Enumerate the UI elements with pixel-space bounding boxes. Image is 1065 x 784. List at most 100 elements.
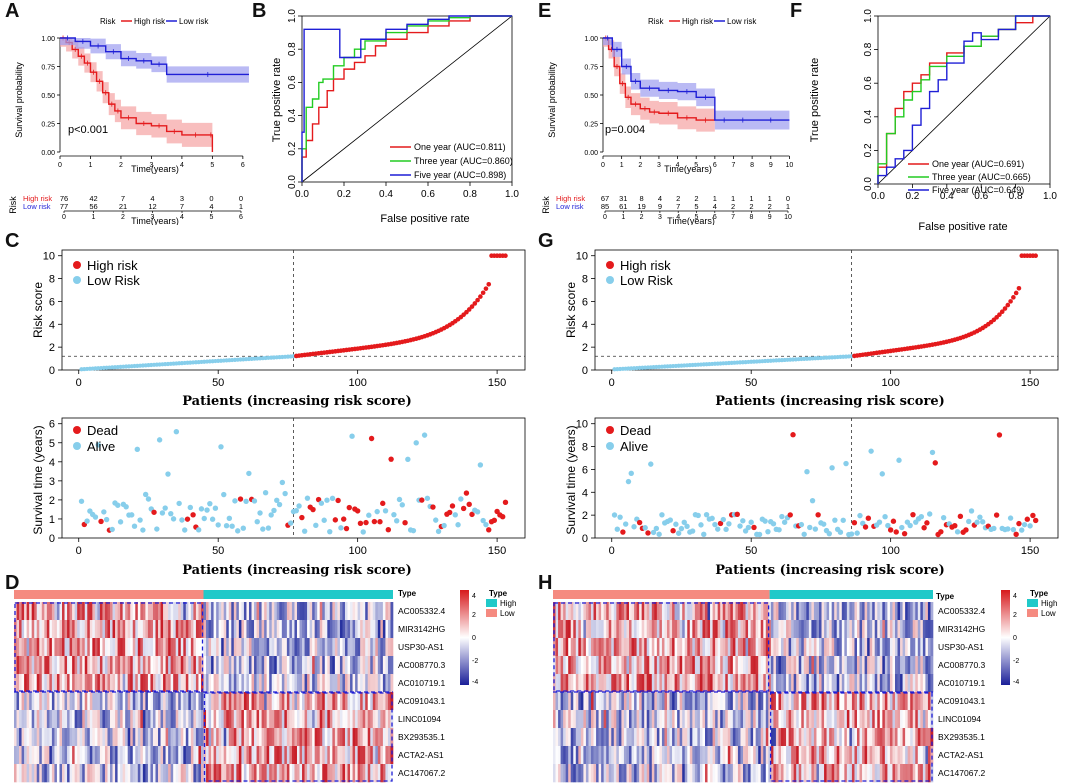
- heatmap-cell: [730, 728, 734, 747]
- heatmap-cell: [679, 638, 683, 657]
- heatmap-cell: [684, 728, 688, 747]
- heatmap-cell: [846, 620, 850, 639]
- heatmap-cell: [915, 746, 919, 765]
- scale-minus4: -4: [1013, 679, 1019, 686]
- heatmap-cell: [370, 710, 374, 729]
- heatmap-cell: [160, 764, 164, 783]
- heatmap-cell: [390, 674, 394, 693]
- heatmap-cell: [168, 746, 171, 765]
- heatmap-cell: [588, 764, 592, 783]
- heatmap-cell: [312, 746, 315, 765]
- heatmap-cell: [588, 602, 592, 621]
- heatmap-cell: [895, 728, 898, 747]
- heatmap-cell: [667, 638, 670, 657]
- gene-label: AC147067.2: [398, 768, 446, 778]
- heatmap-cell: [117, 602, 121, 621]
- heatmap-cell: [585, 674, 589, 693]
- heatmap-cell: [869, 656, 873, 675]
- heatmap-cell: [641, 746, 645, 765]
- heatmap-cell: [879, 746, 883, 765]
- km-confidence-band-high: [603, 38, 715, 132]
- heatmap-cell: [41, 638, 45, 657]
- heatmap-cell: [62, 710, 65, 729]
- heatmap-cell: [259, 638, 262, 657]
- heatmap-cell: [46, 602, 50, 621]
- heatmap-cell: [74, 638, 78, 657]
- heatmap-cell: [44, 692, 48, 711]
- heatmap-cell: [558, 746, 561, 765]
- heatmap-cell: [327, 638, 331, 657]
- heatmap-cell: [808, 728, 812, 747]
- heatmap-cell: [259, 674, 262, 693]
- heatmap-cell: [29, 638, 32, 657]
- heatmap-cell: [803, 692, 807, 711]
- heatmap-cell: [160, 710, 164, 729]
- risk-table: Risk High risk Low risk Time(years) 76 42…: [8, 194, 243, 225]
- y-tick-label: 1.00: [41, 36, 55, 43]
- heatmap-cell: [808, 620, 812, 639]
- heatmap-cell: [925, 620, 929, 639]
- heatmap-cell: [608, 692, 612, 711]
- heatmap-cell: [251, 764, 255, 783]
- y-tick-label: 8: [49, 274, 55, 286]
- heatmap-cell: [261, 674, 265, 693]
- heatmap-cell: [859, 656, 863, 675]
- heatmap-cell: [558, 638, 561, 657]
- heatmap-cell: [808, 638, 812, 657]
- heatmap-cell: [687, 656, 691, 675]
- heatmap-cell: [233, 764, 237, 783]
- heatmap-cell: [355, 602, 358, 621]
- heatmap-cell: [705, 710, 708, 729]
- heatmap-cell: [377, 620, 381, 639]
- heatmap-cell: [803, 710, 807, 729]
- survival-point-dead: [620, 529, 626, 535]
- heatmap-cell: [216, 620, 219, 639]
- heatmap-cell: [803, 746, 807, 765]
- heatmap-cell: [150, 692, 154, 711]
- risk-table-xlabel: Time(years): [667, 216, 715, 225]
- heatmap-cell: [768, 710, 772, 729]
- heatmap-cell: [555, 620, 559, 639]
- heatmap-cell: [603, 602, 607, 621]
- heatmap-cell: [296, 638, 300, 657]
- heatmap-cell: [824, 692, 827, 711]
- heatmap-cell: [639, 692, 642, 711]
- heatmap-cell: [41, 746, 45, 765]
- heatmap-cell: [312, 728, 315, 747]
- heatmap-cell: [324, 656, 328, 675]
- heatmap-cell: [180, 638, 184, 657]
- risk-table-title: Risk: [8, 196, 18, 214]
- heatmap-cell: [664, 620, 668, 639]
- heatmap-cell: [707, 746, 711, 765]
- heatmap-cell: [611, 656, 615, 675]
- survival-point-alive: [781, 519, 788, 525]
- heatmap-cell: [707, 620, 711, 639]
- heatmap-cell: [21, 710, 25, 729]
- heatmap-cell: [259, 656, 262, 675]
- heatmap-cell: [261, 710, 265, 729]
- heatmap-cell: [684, 746, 688, 765]
- heatmap-cell: [705, 746, 708, 765]
- heatmap-cell: [808, 656, 812, 675]
- heatmap-cell: [770, 638, 774, 657]
- heatmap-cell: [631, 656, 635, 675]
- heatmap-cell: [67, 620, 70, 639]
- heatmap-cell: [831, 746, 835, 765]
- heatmap-color-scale: 4 2 0 -2 -4: [460, 590, 478, 686]
- heatmap-cell: [601, 620, 604, 639]
- heatmap-cell: [304, 746, 308, 765]
- heatmap-cell: [193, 602, 197, 621]
- heatmap-cell: [917, 674, 921, 693]
- heatmap-cell: [796, 764, 800, 783]
- heatmap-cell: [694, 656, 698, 675]
- heatmap-cell: [87, 656, 91, 675]
- heatmap-cell: [375, 602, 379, 621]
- heatmap-cell: [107, 620, 111, 639]
- y-tick-label: 6: [582, 464, 588, 476]
- heatmap-cell: [598, 602, 602, 621]
- heatmap-cell: [834, 674, 838, 693]
- heatmap-cell: [39, 620, 43, 639]
- heatmap-cell: [689, 728, 693, 747]
- heatmap-cell: [925, 638, 929, 657]
- heatmap-cell: [135, 602, 139, 621]
